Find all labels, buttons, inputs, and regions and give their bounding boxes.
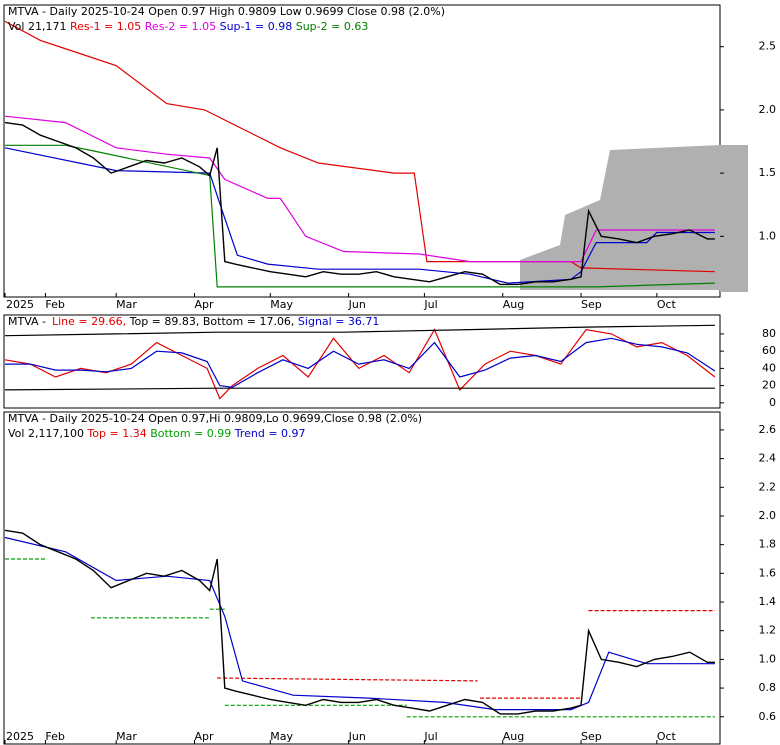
- legend: Line = 29.66, Top = 89.83, Bottom = 17.0…: [52, 315, 379, 328]
- y-tick-label: 1.8: [759, 538, 777, 551]
- y-tick-label: 2.5: [759, 40, 777, 53]
- y-tick-label: 1.0: [759, 652, 777, 665]
- legend-entry: Top = 89.83,: [126, 315, 199, 328]
- x-tick-label: Apr: [194, 298, 214, 311]
- x-tick-label: Jul: [423, 730, 437, 743]
- volume-profile: [520, 145, 748, 292]
- x-tick-label: Apr: [194, 730, 214, 743]
- series-line: [4, 121, 715, 286]
- y-tick-label: 2.2: [759, 480, 777, 493]
- legend: Vol 21,171 Res-1 = 1.05 Res-2 = 1.05 Sup…: [8, 20, 368, 33]
- volume-label: Vol 21,171: [8, 20, 66, 33]
- series-line: [4, 115, 715, 263]
- y-tick-label: 1.0: [759, 229, 777, 242]
- series-line: [4, 536, 715, 711]
- y-tick-label: 0: [769, 396, 776, 409]
- x-tick-label: Aug: [503, 298, 524, 311]
- legend-entry: Signal = 36.71: [294, 315, 379, 328]
- series-line: [5, 558, 715, 718]
- legend-entry: Top = 1.34: [84, 427, 147, 440]
- x-tick-label: Sep: [581, 730, 602, 743]
- x-tick-label: Oct: [657, 298, 677, 311]
- y-tick-label: 1.6: [759, 566, 777, 579]
- volume-label: Vol 2,117,100: [8, 427, 84, 440]
- y-tick-label: 1.5: [759, 166, 777, 179]
- series-line: [5, 337, 716, 388]
- y-tick-label: 0.8: [759, 681, 777, 694]
- x-tick-label: Jul: [423, 298, 437, 311]
- y-tick-label: 2.4: [759, 452, 777, 465]
- x-tick-label: 2025: [6, 730, 34, 743]
- series-line: [4, 328, 716, 400]
- y-tick-label: 2.0: [759, 103, 777, 116]
- x-tick-label: Sep: [581, 298, 602, 311]
- panel-title: MTVA -: [8, 315, 46, 328]
- y-tick-label: 1.4: [759, 595, 777, 608]
- x-tick-label: Aug: [503, 730, 524, 743]
- series-line: [4, 387, 715, 391]
- series-line: [4, 529, 715, 715]
- x-tick-label: Jun: [348, 298, 366, 311]
- legend-entry: Sup-1 = 0.98: [216, 20, 292, 33]
- legend-entry: Bottom = 17.06,: [199, 315, 294, 328]
- trend-panel: [3, 411, 721, 745]
- x-tick-label: 2025: [6, 298, 34, 311]
- series-line: [217, 610, 715, 699]
- y-tick-label: 80: [762, 327, 776, 340]
- panel-title: MTVA - Daily 2025-10-24 Open 0.97,Hi 0.9…: [8, 412, 422, 425]
- legend-entry: Trend = 0.97: [231, 427, 305, 440]
- series-line: [4, 324, 715, 337]
- y-tick-label: 40: [762, 361, 776, 374]
- y-tick-label: 20: [762, 379, 776, 392]
- y-tick-label: 60: [762, 344, 776, 357]
- indicator-panel: [3, 314, 721, 409]
- legend-entry: Res-1 = 1.05: [66, 20, 141, 33]
- x-tick-label: Mar: [116, 730, 137, 743]
- series-line: [4, 147, 715, 284]
- x-tick-label: Oct: [657, 730, 677, 743]
- legend-entry: Line = 29.66,: [52, 315, 126, 328]
- x-tick-label: Feb: [45, 730, 64, 743]
- y-tick-label: 0.6: [759, 710, 777, 723]
- legend-entry: Res-2 = 1.05: [141, 20, 216, 33]
- legend: Vol 2,117,100 Top = 1.34 Bottom = 0.99 T…: [8, 427, 306, 440]
- panel-title: MTVA - Daily 2025-10-24 Open 0.97 High 0…: [8, 5, 445, 18]
- x-tick-label: May: [270, 730, 293, 743]
- y-tick-label: 2.6: [759, 423, 777, 436]
- legend-entry: Sup-2 = 0.63: [292, 20, 368, 33]
- x-tick-label: Jun: [348, 730, 366, 743]
- x-tick-label: Mar: [116, 298, 137, 311]
- x-tick-label: Feb: [45, 298, 64, 311]
- y-tick-label: 1.2: [759, 624, 777, 637]
- x-tick-label: May: [270, 298, 293, 311]
- legend-entry: Bottom = 0.99: [147, 427, 232, 440]
- y-tick-label: 2.0: [759, 509, 777, 522]
